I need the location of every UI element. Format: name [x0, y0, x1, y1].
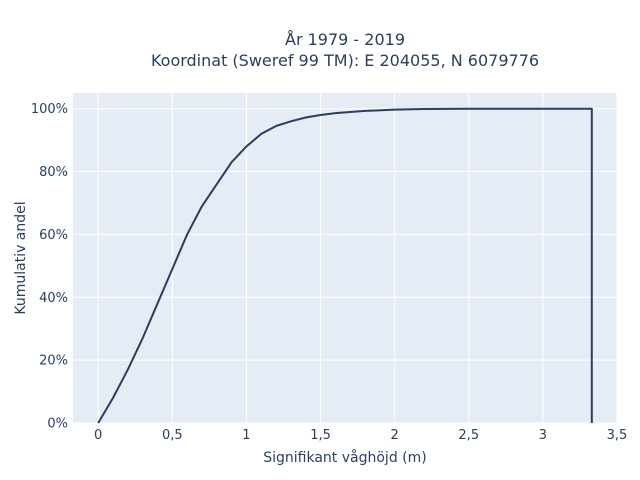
y-tick-label: 100% [31, 102, 68, 117]
y-tick-label: 40% [39, 291, 68, 306]
series-layer [97, 107, 593, 424]
y-tick-label: 20% [39, 354, 68, 369]
chart-title-line-1: År 1979 - 2019 [285, 30, 405, 49]
y-tick-label: 0% [47, 417, 68, 432]
x-tick-label: 3,5 [607, 428, 628, 443]
x-tick-label: 2 [391, 428, 399, 443]
x-tick-label: 3 [539, 428, 547, 443]
chart-title-line-2: Koordinat (Sweref 99 TM): E 204055, N 60… [151, 51, 539, 70]
cdf-line [97, 107, 593, 424]
x-tick-label: 1,5 [310, 428, 331, 443]
tick-labels: 0 0,5 1 1,5 2 2,5 3 3,5 0% 20% 40% 60% 80% 100% [31, 102, 628, 443]
x-tick-label: 0,5 [162, 428, 183, 443]
x-tick-label: 0 [94, 428, 102, 443]
plot-background [73, 93, 617, 423]
x-tick-label: 2,5 [458, 428, 479, 443]
y-axis-title: Kumulativ andel [13, 201, 29, 314]
y-tick-label: 80% [39, 165, 68, 180]
y-tick-label: 60% [39, 228, 68, 243]
x-axis-title: Signifikant våghöjd (m) [263, 449, 426, 466]
x-tick-label: 1 [242, 428, 250, 443]
